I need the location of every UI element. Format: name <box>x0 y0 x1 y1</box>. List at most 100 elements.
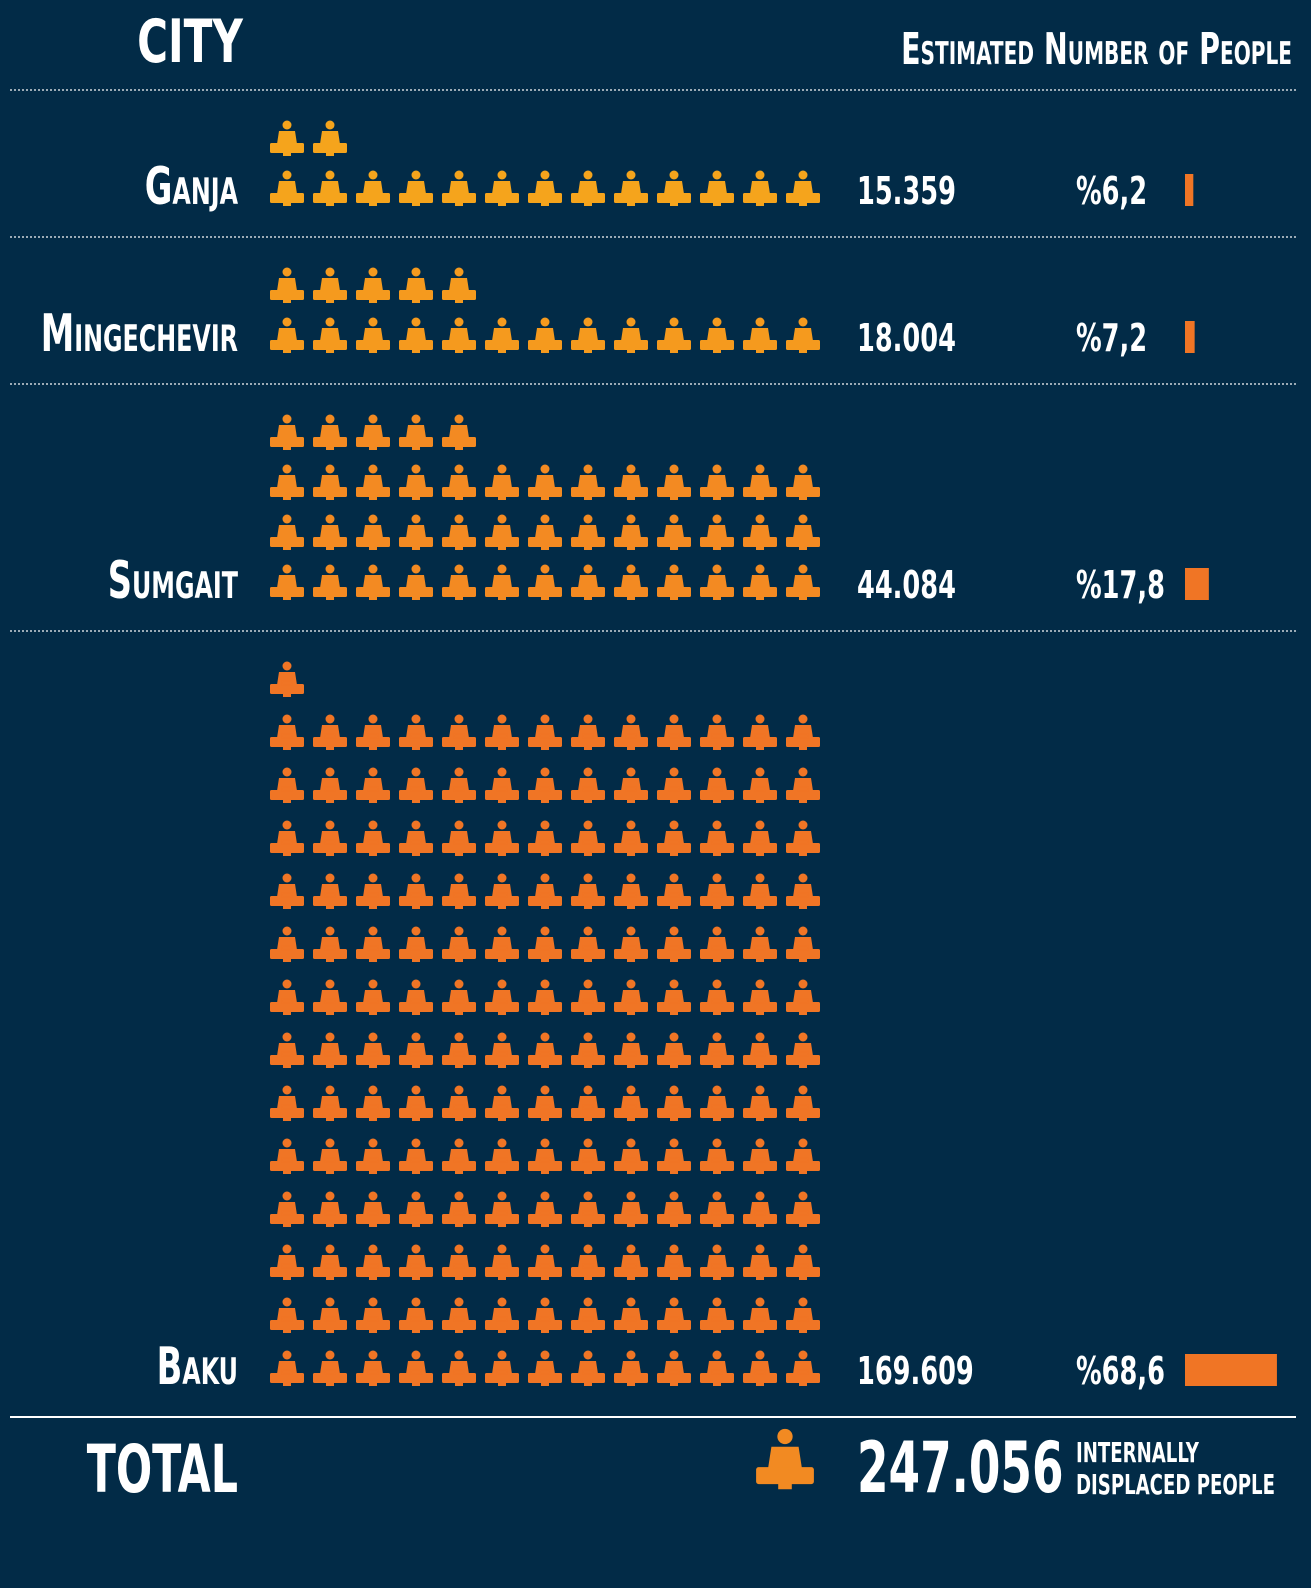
icon-suitcase <box>571 843 605 853</box>
icon-head <box>368 514 378 524</box>
icon-suitcase <box>614 843 648 853</box>
icon-suitcase <box>743 790 777 800</box>
icon-head <box>454 414 464 424</box>
person-icon <box>743 564 777 600</box>
icon-handle <box>410 892 422 898</box>
icon-head <box>669 1350 679 1360</box>
people-count: 169.609 <box>857 1349 974 1393</box>
person-icon <box>743 514 777 550</box>
icon-suitcase <box>571 487 605 497</box>
person-icon <box>442 1244 476 1280</box>
icon-head <box>368 317 378 327</box>
icon-suitcase <box>485 587 519 597</box>
icon-head <box>497 514 507 524</box>
person-icon <box>442 1350 476 1386</box>
icon-handle <box>410 1369 422 1375</box>
icon-head <box>712 1244 722 1254</box>
person-icon <box>528 1191 562 1227</box>
icon-suitcase <box>270 843 304 853</box>
icon-handle <box>797 483 809 489</box>
icon-handle <box>453 892 465 898</box>
icon-suitcase <box>743 537 777 547</box>
person-icon <box>786 873 820 909</box>
person-icon <box>786 767 820 803</box>
icon-handle <box>582 1369 594 1375</box>
person-icon <box>700 1297 734 1333</box>
person-icon <box>442 979 476 1015</box>
icon-head <box>583 979 593 989</box>
icon-suitcase <box>528 1320 562 1330</box>
person-icon <box>657 979 691 1015</box>
icon-suitcase <box>270 1108 304 1118</box>
person-icon <box>743 767 777 803</box>
icon-handle <box>539 839 551 845</box>
icon-head <box>325 1085 335 1095</box>
city-name: Mingechevir <box>41 303 238 364</box>
icon-handle <box>539 533 551 539</box>
icon-suitcase <box>657 1108 691 1118</box>
person-icon <box>485 1138 519 1174</box>
icon-head <box>325 414 335 424</box>
person-icon <box>442 414 476 450</box>
icon-head <box>755 464 765 474</box>
icon-handle <box>582 533 594 539</box>
icon-suitcase <box>442 537 476 547</box>
icon-suitcase <box>356 843 390 853</box>
icon-suitcase <box>399 790 433 800</box>
person-icon <box>786 564 820 600</box>
icon-suitcase <box>313 290 347 300</box>
icon-head <box>411 979 421 989</box>
icon-head <box>540 170 550 180</box>
icon-head <box>712 514 722 524</box>
icon-head <box>454 1032 464 1042</box>
person-icon <box>313 267 347 303</box>
icon-suitcase <box>313 340 347 350</box>
icon-handle <box>453 336 465 342</box>
icon-head <box>669 1191 679 1201</box>
icon-suitcase <box>485 1055 519 1065</box>
icon-handle <box>281 733 293 739</box>
icon-suitcase <box>356 587 390 597</box>
icon-head <box>777 1428 793 1445</box>
icon-handle <box>324 483 336 489</box>
icon-suitcase <box>743 193 777 203</box>
icon-handle <box>582 1104 594 1110</box>
icon-handle <box>410 786 422 792</box>
icon-suitcase <box>399 1108 433 1118</box>
icon-suitcase <box>743 340 777 350</box>
icon-suitcase <box>786 1108 820 1118</box>
icon-head <box>411 820 421 830</box>
icon-handle <box>453 1210 465 1216</box>
person-icon <box>270 1350 304 1386</box>
icon-handle <box>410 998 422 1004</box>
icon-handle <box>668 583 680 589</box>
person-icon <box>743 926 777 962</box>
person-icon <box>485 1297 519 1333</box>
icon-handle <box>711 533 723 539</box>
person-icon <box>356 1032 390 1068</box>
icon-suitcase <box>786 949 820 959</box>
icon-handle <box>711 483 723 489</box>
icon-handle <box>367 733 379 739</box>
person-icon <box>657 1032 691 1068</box>
person-icon <box>528 873 562 909</box>
person-icon <box>786 170 820 206</box>
icon-handle <box>625 336 637 342</box>
icon-suitcase <box>786 587 820 597</box>
icon-head <box>282 661 292 671</box>
icon-head <box>626 979 636 989</box>
icon-handle <box>711 945 723 951</box>
icon-suitcase <box>356 1320 390 1330</box>
person-icon <box>614 767 648 803</box>
icon-suitcase <box>700 487 734 497</box>
icon-handle <box>539 945 551 951</box>
icon-handle <box>797 1263 809 1269</box>
person-icon <box>270 661 304 697</box>
icon-suitcase <box>571 1055 605 1065</box>
icon-head <box>755 1297 765 1307</box>
icon-handle <box>539 1157 551 1163</box>
person-icon <box>442 1191 476 1227</box>
person-icon <box>614 170 648 206</box>
icon-handle <box>754 336 766 342</box>
person-icon <box>571 564 605 600</box>
